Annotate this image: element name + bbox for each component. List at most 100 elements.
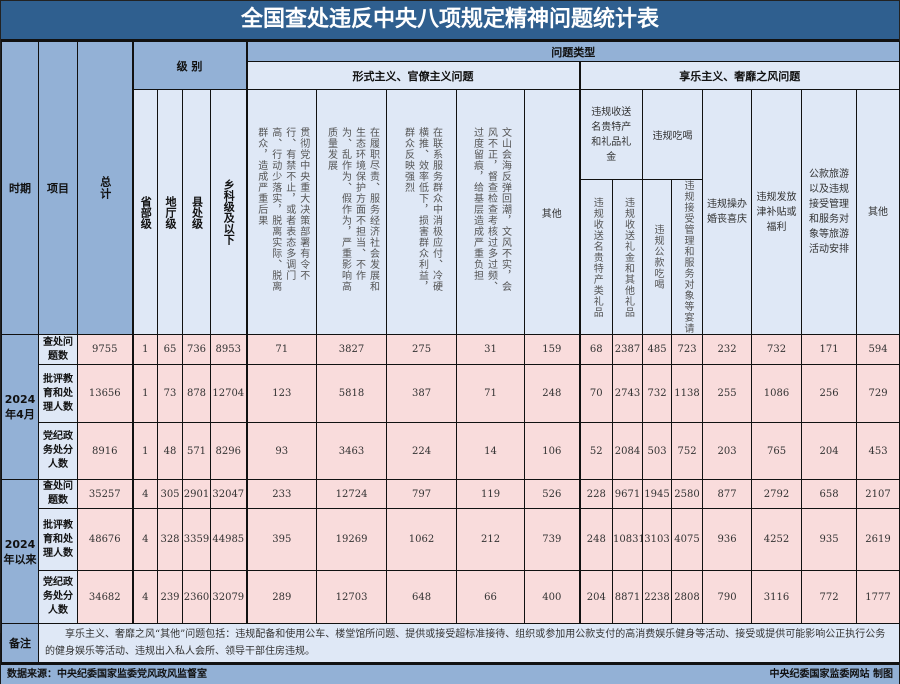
table-row: 2024年4月 查处问题数 9755 1 65 736 8953 71 3827 275 31 159… [1,334,900,480]
table-cell: 732 [642,364,673,423]
header-formalism-3-text: 文山会海反弹回潮，文风不实，会风不正，督查检查考核过多过频、过度留痕，给基层造成… [471,127,511,292]
table-cell: 797 [386,479,458,509]
table-cell: 2808 [671,570,704,624]
table-cell: 71 [456,364,526,423]
table-cell: 34682 [77,570,133,624]
table-cell: 305 [157,479,183,509]
table-cell: 204 [801,422,858,480]
header-item: 项目 [38,41,78,335]
header-level-2: 县处级 [182,89,211,335]
table-cell: 2580 [671,479,704,509]
header-formalism-3: 文山会海反弹回潮，文风不实，会风不正，督查检查考核过多过频、过度留痕，给基层造成… [456,89,526,335]
table-cell: 204 [578,570,614,624]
header-hedonism-0: 违规操办婚丧喜庆 [702,89,753,335]
table-cell: 68 [578,334,614,365]
table-cell: 772 [801,570,858,624]
table-cell: 48 [157,422,183,480]
header-gifts-sub-1-text: 违规收送礼金和其他礼品 [622,196,634,318]
note-text: 享乐主义、奢靡之风“其他”问题包括：违规配备和使用公车、楼堂馆所问题、提供或接受… [37,623,900,663]
table-cell: 255 [702,364,753,423]
table-cell: 3116 [751,570,803,624]
table-cell: 10831 [612,508,644,571]
table-cell: 878 [182,364,211,423]
table-cell: 171 [801,334,858,365]
table-cell: 395 [245,508,318,571]
table-cell: 4075 [671,508,704,571]
header-formalism-0-text: 贯彻党中央重大决策部署有令不行、有禁不止，或者表态多调门高、行动少落实，脱离实际… [255,127,309,292]
table-cell: 224 [386,422,458,480]
row-item-label: 党纪政务处分人数 [38,570,78,624]
table-cell: 4252 [751,508,803,571]
header-formalism-2: 在联系服务群众中消极应付、冷硬横推、效率低下，损害群众利益，群众反映强烈 [386,89,458,335]
table-cell: 159 [524,334,581,365]
header-gifts-sub-1: 违规收送礼金和其他礼品 [612,179,644,335]
period-label: 2024年4月 [1,334,39,480]
table-cell: 739 [524,508,581,571]
header-formalism-1: 在履职尽责、服务经济社会发展和生态环境保护方面不担当、不作为、乱作为、假作为，严… [316,89,388,335]
table-cell: 2387 [612,334,644,365]
note-label: 备注 [1,623,39,663]
table-cell: 723 [671,334,704,365]
table-cell: 32079 [209,570,248,624]
table-cell: 387 [386,364,458,423]
table-cell: 2084 [612,422,644,480]
table-cell: 212 [456,508,526,571]
table-cell: 765 [751,422,803,480]
table-cell: 8916 [77,422,133,480]
table-cell: 248 [524,364,581,423]
table-cell: 12724 [316,479,388,509]
header-total: 总计 [77,41,133,335]
table-cell: 19269 [316,508,388,571]
table-cell: 14 [456,422,526,480]
table-cell: 485 [642,334,673,365]
header-dining-sub-0: 违规公款吃喝 [642,179,673,335]
table-cell: 1 [131,334,158,365]
header-dining-sub-1: 违规接受管理和服务对象等宴请 [671,179,704,335]
stats-table: 时期 项目 总计 级 别 问题类型 形式主义、官僚主义问题 享乐主义、奢靡之风问… [1,41,900,663]
table-cell: 9755 [77,334,133,365]
table-cell: 729 [856,364,900,423]
table-cell: 4 [131,508,158,571]
table-cell: 453 [856,422,900,480]
table-cell: 1777 [856,570,900,624]
table-cell: 3103 [642,508,673,571]
table-cell: 1 [131,422,158,480]
table-cell: 5818 [316,364,388,423]
header-formalism-0: 贯彻党中央重大决策部署有令不行、有禁不止，或者表态多调门高、行动少落实，脱离实际… [245,89,318,335]
table-cell: 248 [578,508,614,571]
row-item-label: 查处问题数 [38,334,78,365]
header-gifts: 违规收送名贵特产和礼品礼金 [578,89,644,180]
table-cell: 233 [245,479,318,509]
table-cell: 328 [157,508,183,571]
row-item-label: 批评教育和处理人数 [38,364,78,423]
table-cell: 2360 [182,570,211,624]
table-cell: 239 [157,570,183,624]
table-row: 批评教育和处理人数 48676 4 328 3359 44985 395 19269 1062 2… [2,508,900,571]
header-gifts-sub-0-text: 违规收送名贵特产类礼品 [591,196,603,318]
table-row: 批评教育和处理人数 13656 1 73 878 12704 123 5818 387 71 248… [2,364,900,423]
table-cell: 48676 [77,508,133,571]
data-source: 数据来源：中央纪委国家监委党风政风监督室 [7,669,207,680]
table-cell: 571 [182,422,211,480]
header-period: 时期 [1,41,39,335]
header-level-3: 乡科级及以下 [209,89,248,335]
table-cell: 935 [801,508,858,571]
credit: 中央纪委国家监委网站 制图 [769,669,893,680]
table-cell: 32047 [209,479,248,509]
header-dining-sub-0-text: 违规公款吃喝 [652,224,664,290]
table-cell: 35257 [77,479,133,509]
table-cell: 12704 [209,364,248,423]
header-level: 级 别 [131,41,248,90]
footer: 数据来源：中央纪委国家监委党风政风监督室 中央纪委国家监委网站 制图 [1,663,899,684]
header-level-1: 地厅级 [157,89,183,335]
table-cell: 3827 [316,334,388,365]
table-cell: 12703 [316,570,388,624]
table-cell: 8296 [209,422,248,480]
header-formalism-2-text: 在联系服务群众中消极应付、冷硬横推、效率低下，损害群众利益，群众反映强烈 [402,127,442,292]
table-cell: 256 [801,364,858,423]
table-cell: 93 [245,422,318,480]
header-hedonism: 享乐主义、奢靡之风问题 [578,61,900,90]
table-cell: 936 [702,508,753,571]
table-cell: 752 [671,422,704,480]
table-cell: 503 [642,422,673,480]
